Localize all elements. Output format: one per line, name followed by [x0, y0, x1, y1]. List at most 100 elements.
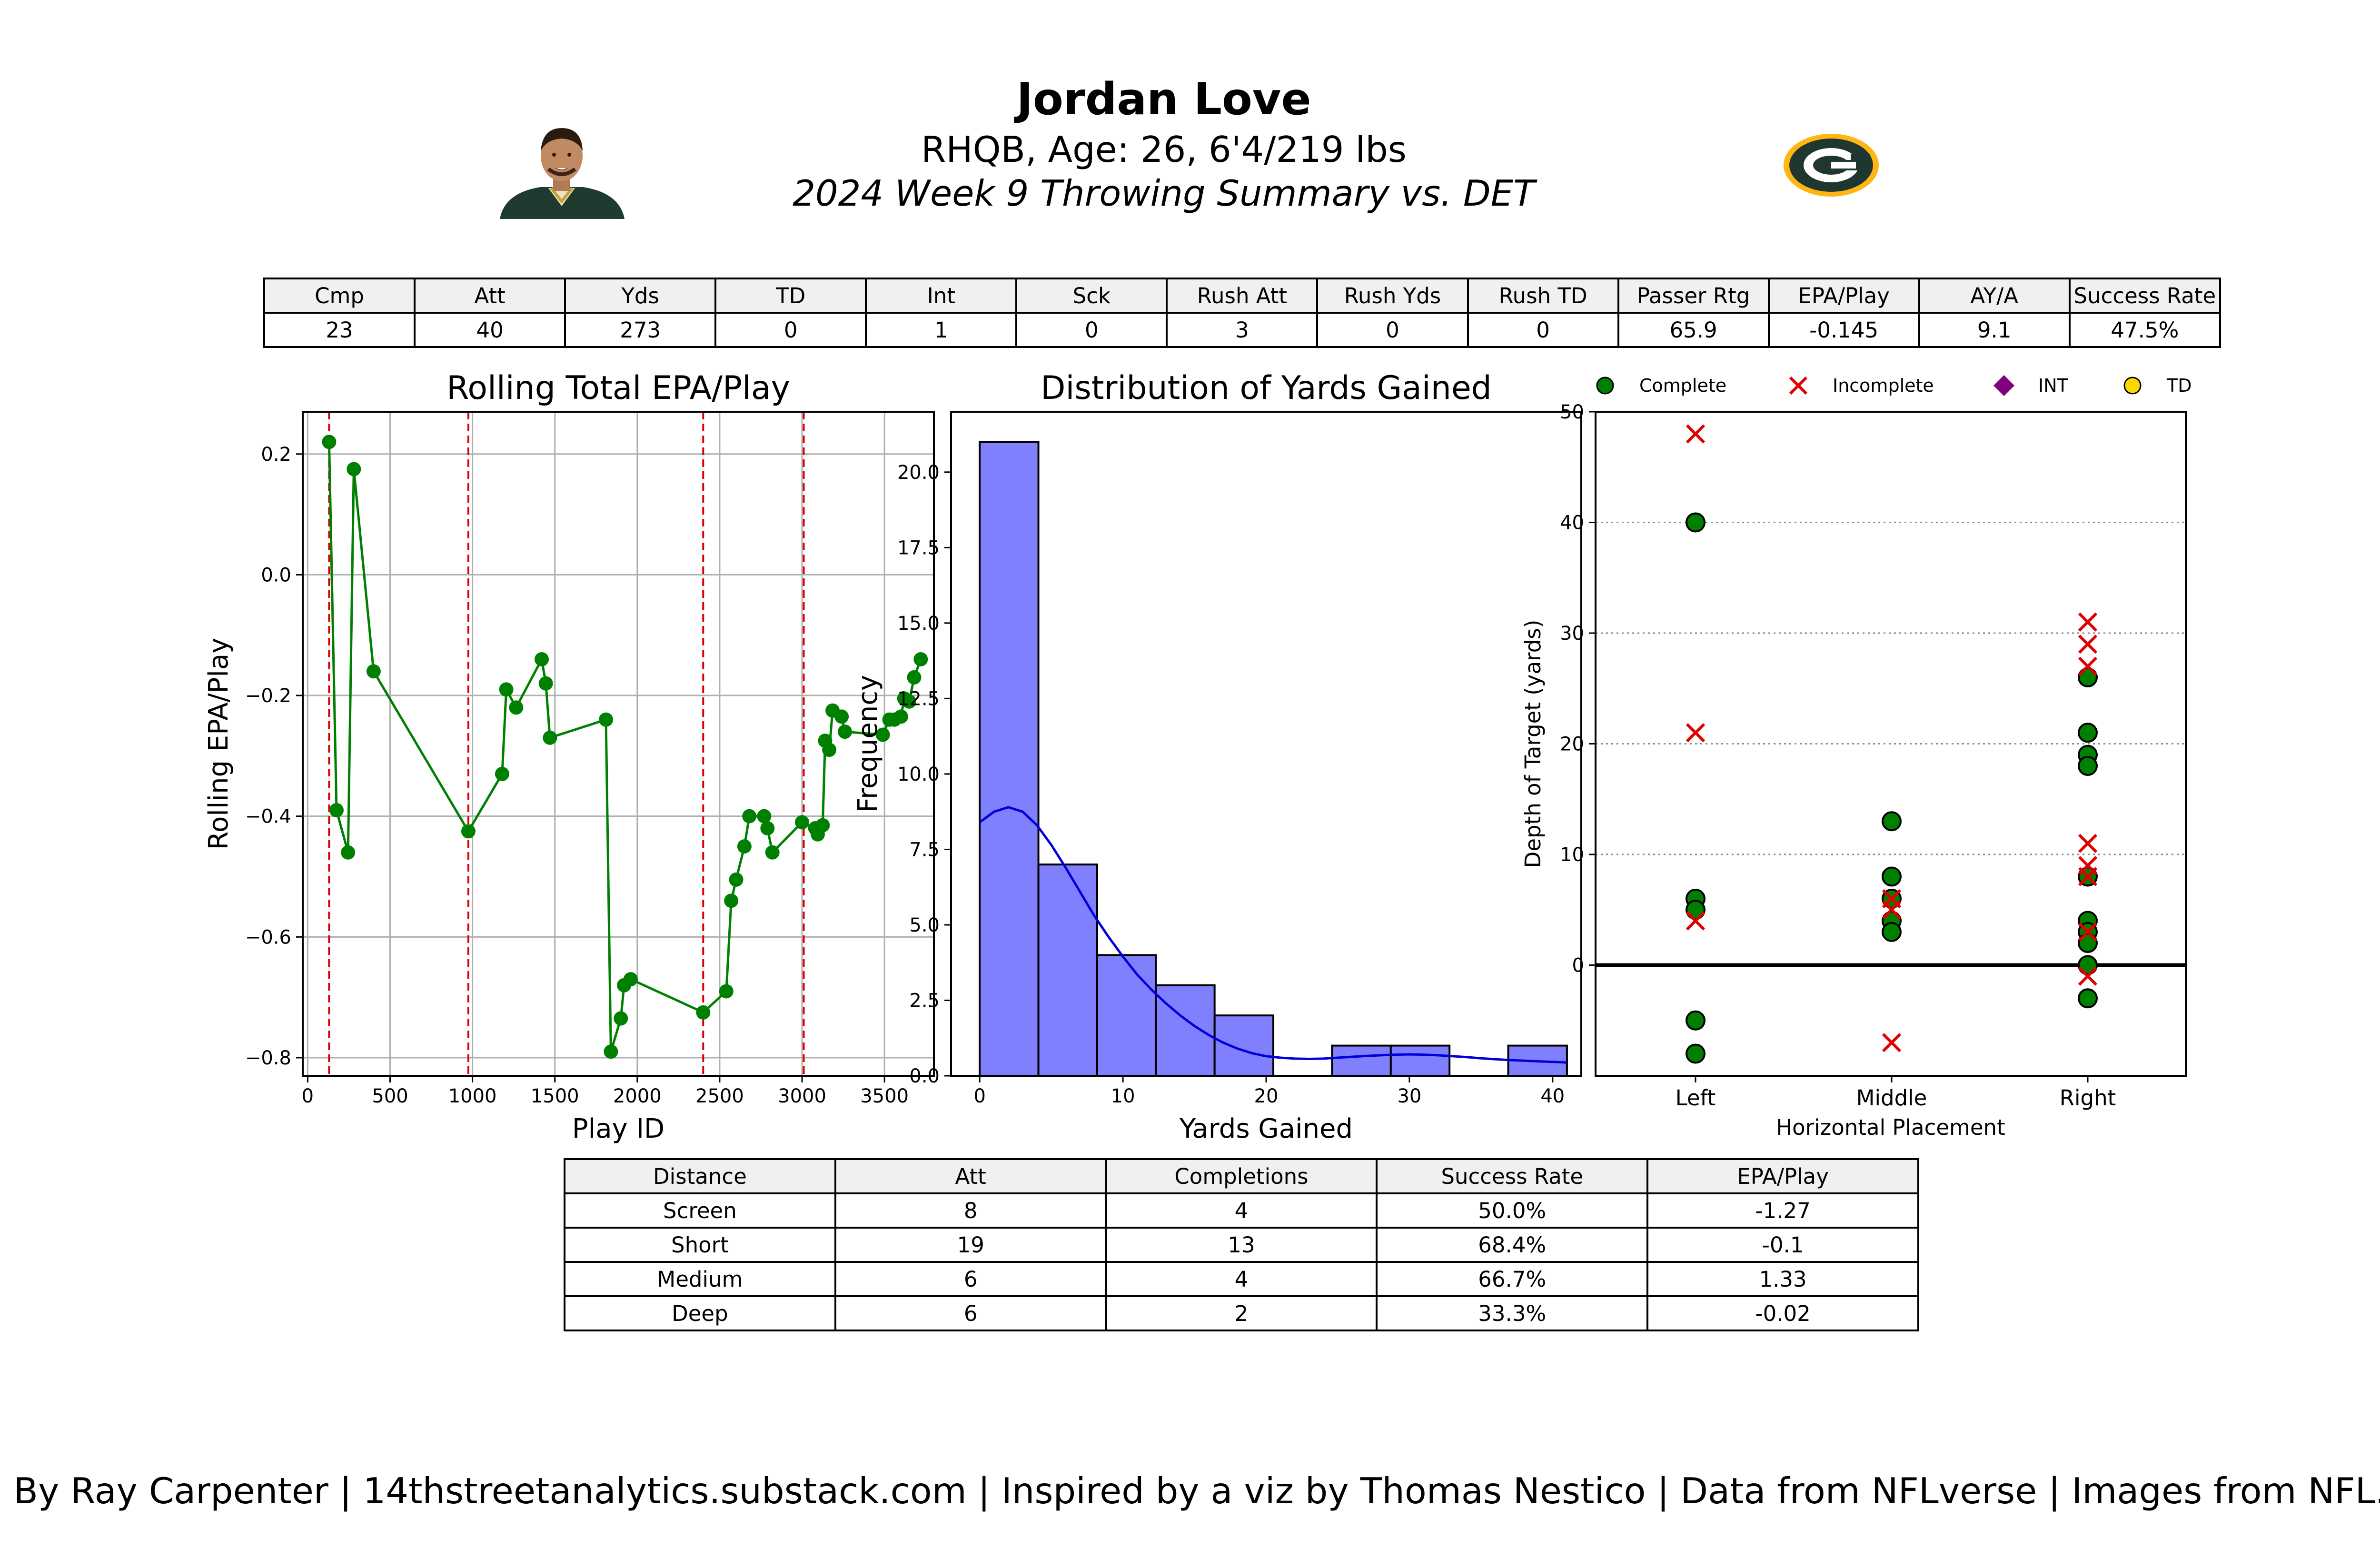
table-cell: 2: [1105, 1295, 1378, 1331]
incomplete-point: [1882, 900, 1902, 920]
table-cell: 50.0%: [1376, 1192, 1649, 1229]
data-point: [509, 700, 524, 715]
data-point: [834, 709, 849, 724]
stat-value: 3: [1166, 312, 1319, 348]
incomplete-point: [2078, 867, 2098, 886]
incomplete-point: [2078, 635, 2098, 654]
table-cell: 6: [834, 1261, 1107, 1297]
table-cell: 66.7%: [1376, 1261, 1649, 1297]
x-axis-label: Play ID: [572, 1113, 664, 1144]
complete-point: [1882, 811, 1902, 832]
table-cell: 68.4%: [1376, 1227, 1649, 1263]
x-tick-label: 3500: [860, 1085, 909, 1107]
footer-credit: By Ray Carpenter | 14thstreetanalytics.s…: [14, 1470, 2380, 1512]
x-stroke: [2078, 635, 2098, 654]
col-header: TD: [714, 278, 867, 314]
x-stroke: [1686, 424, 1706, 444]
y-tick-label: 17.5: [897, 537, 940, 559]
x-tick-label: 500: [372, 1085, 408, 1107]
chart-title: Distribution of Yards Gained: [1041, 369, 1492, 407]
data-point: [495, 766, 509, 781]
stat-value: 9.1: [1918, 312, 2071, 348]
complete-point: [2078, 667, 2098, 687]
stat-value: 0: [714, 312, 867, 348]
complete-point: [1686, 1043, 1706, 1064]
table-row: Screen 8 4 50.0% -1.27: [564, 1192, 1919, 1229]
x-stroke: [2078, 656, 2098, 676]
data-point: [461, 824, 476, 839]
x-stroke: [1686, 723, 1706, 743]
rolling-epa-chart: 0 500 1000 1500 2000 2500 3000 3500 −0.8 −0.6 −0.4…: [203, 369, 935, 1144]
table-cell: 6: [834, 1295, 1107, 1331]
table-cell: 4: [1105, 1261, 1378, 1297]
legend-label: TD: [2166, 375, 2192, 396]
data-point: [535, 652, 549, 666]
complete-point: [1686, 1010, 1706, 1031]
incomplete-point: [2078, 612, 2098, 632]
table-cell: 8: [834, 1192, 1107, 1229]
col-header: Distance: [564, 1158, 836, 1194]
histogram-bar: [979, 441, 1040, 1077]
stat-value: 40: [414, 312, 566, 348]
game-subtitle: 2024 Week 9 Throwing Summary vs. DET: [793, 172, 1537, 214]
x-stroke: [2078, 922, 2098, 942]
x-tick-label: 10: [1111, 1085, 1135, 1107]
incomplete-point: [1686, 911, 1706, 931]
legend-label: INT: [2038, 375, 2069, 396]
stat-value: 0: [1467, 312, 1619, 348]
x-tick-label: 40: [1540, 1085, 1565, 1107]
y-tick-label: 0: [1572, 955, 1584, 977]
data-point: [322, 435, 337, 449]
legend-marker: [1993, 375, 2014, 396]
legend-label: Complete: [1639, 375, 1726, 396]
summary-value-row: 23 40 273 0 1 0 3 0 0 65.9 -0.145 9.1 47…: [263, 312, 2221, 348]
x-stroke: [1686, 911, 1706, 931]
histogram-bar: [1331, 1044, 1392, 1077]
table-cell: 19: [834, 1227, 1107, 1263]
player-headshot-icon: [500, 128, 625, 219]
x-tick-label: 2000: [613, 1085, 662, 1107]
col-header: Att: [414, 278, 566, 314]
stat-value: 23: [263, 312, 416, 348]
complete-point: [1882, 866, 1902, 887]
histogram-bar: [1155, 984, 1216, 1077]
stat-value: 273: [564, 312, 717, 348]
stat-value: 1: [865, 312, 1018, 348]
col-header: EPA/Play: [1646, 1158, 1919, 1194]
incomplete-point: [2078, 656, 2098, 676]
data-point: [499, 682, 514, 697]
stat-value: 0: [1316, 312, 1469, 348]
data-point: [696, 1005, 711, 1020]
data-point: [366, 664, 381, 679]
data-point: [838, 724, 853, 739]
x-stroke: [1882, 900, 1902, 920]
data-point: [757, 809, 772, 824]
stat-value: -0.145: [1767, 312, 1920, 348]
incomplete-point: [1686, 723, 1706, 743]
data-point: [729, 872, 744, 887]
y-tick-label: 50: [1560, 401, 1584, 423]
complete-point: [2078, 955, 2098, 975]
incomplete-point: [2078, 922, 2098, 942]
player-name: Jordan Love: [1013, 73, 1311, 125]
col-header: Att: [834, 1158, 1107, 1194]
x-stroke: [2078, 612, 2098, 632]
data-point: [737, 839, 752, 854]
x-tick-label: 1500: [531, 1085, 579, 1107]
histogram-bar: [1037, 863, 1098, 1077]
x-tick-label: 2500: [695, 1085, 744, 1107]
y-tick-label: 12.5: [897, 688, 940, 710]
y-tick-label: −0.4: [245, 806, 291, 828]
col-header: EPA/Play: [1767, 278, 1920, 314]
col-header: Yds: [564, 278, 717, 314]
data-point: [341, 845, 356, 860]
data-point: [765, 845, 780, 860]
data-point: [347, 462, 361, 476]
x-tick-label: Right: [2060, 1085, 2116, 1111]
legend-marker: [2123, 377, 2142, 395]
table-cell: -1.27: [1646, 1192, 1919, 1229]
target-depth-chart: Left Middle Right 0 10 20 30 40 50 Horizontal Pla…: [1520, 375, 2192, 1140]
data-point: [795, 815, 810, 830]
complete-point: [1686, 512, 1706, 533]
data-point: [614, 1011, 628, 1026]
